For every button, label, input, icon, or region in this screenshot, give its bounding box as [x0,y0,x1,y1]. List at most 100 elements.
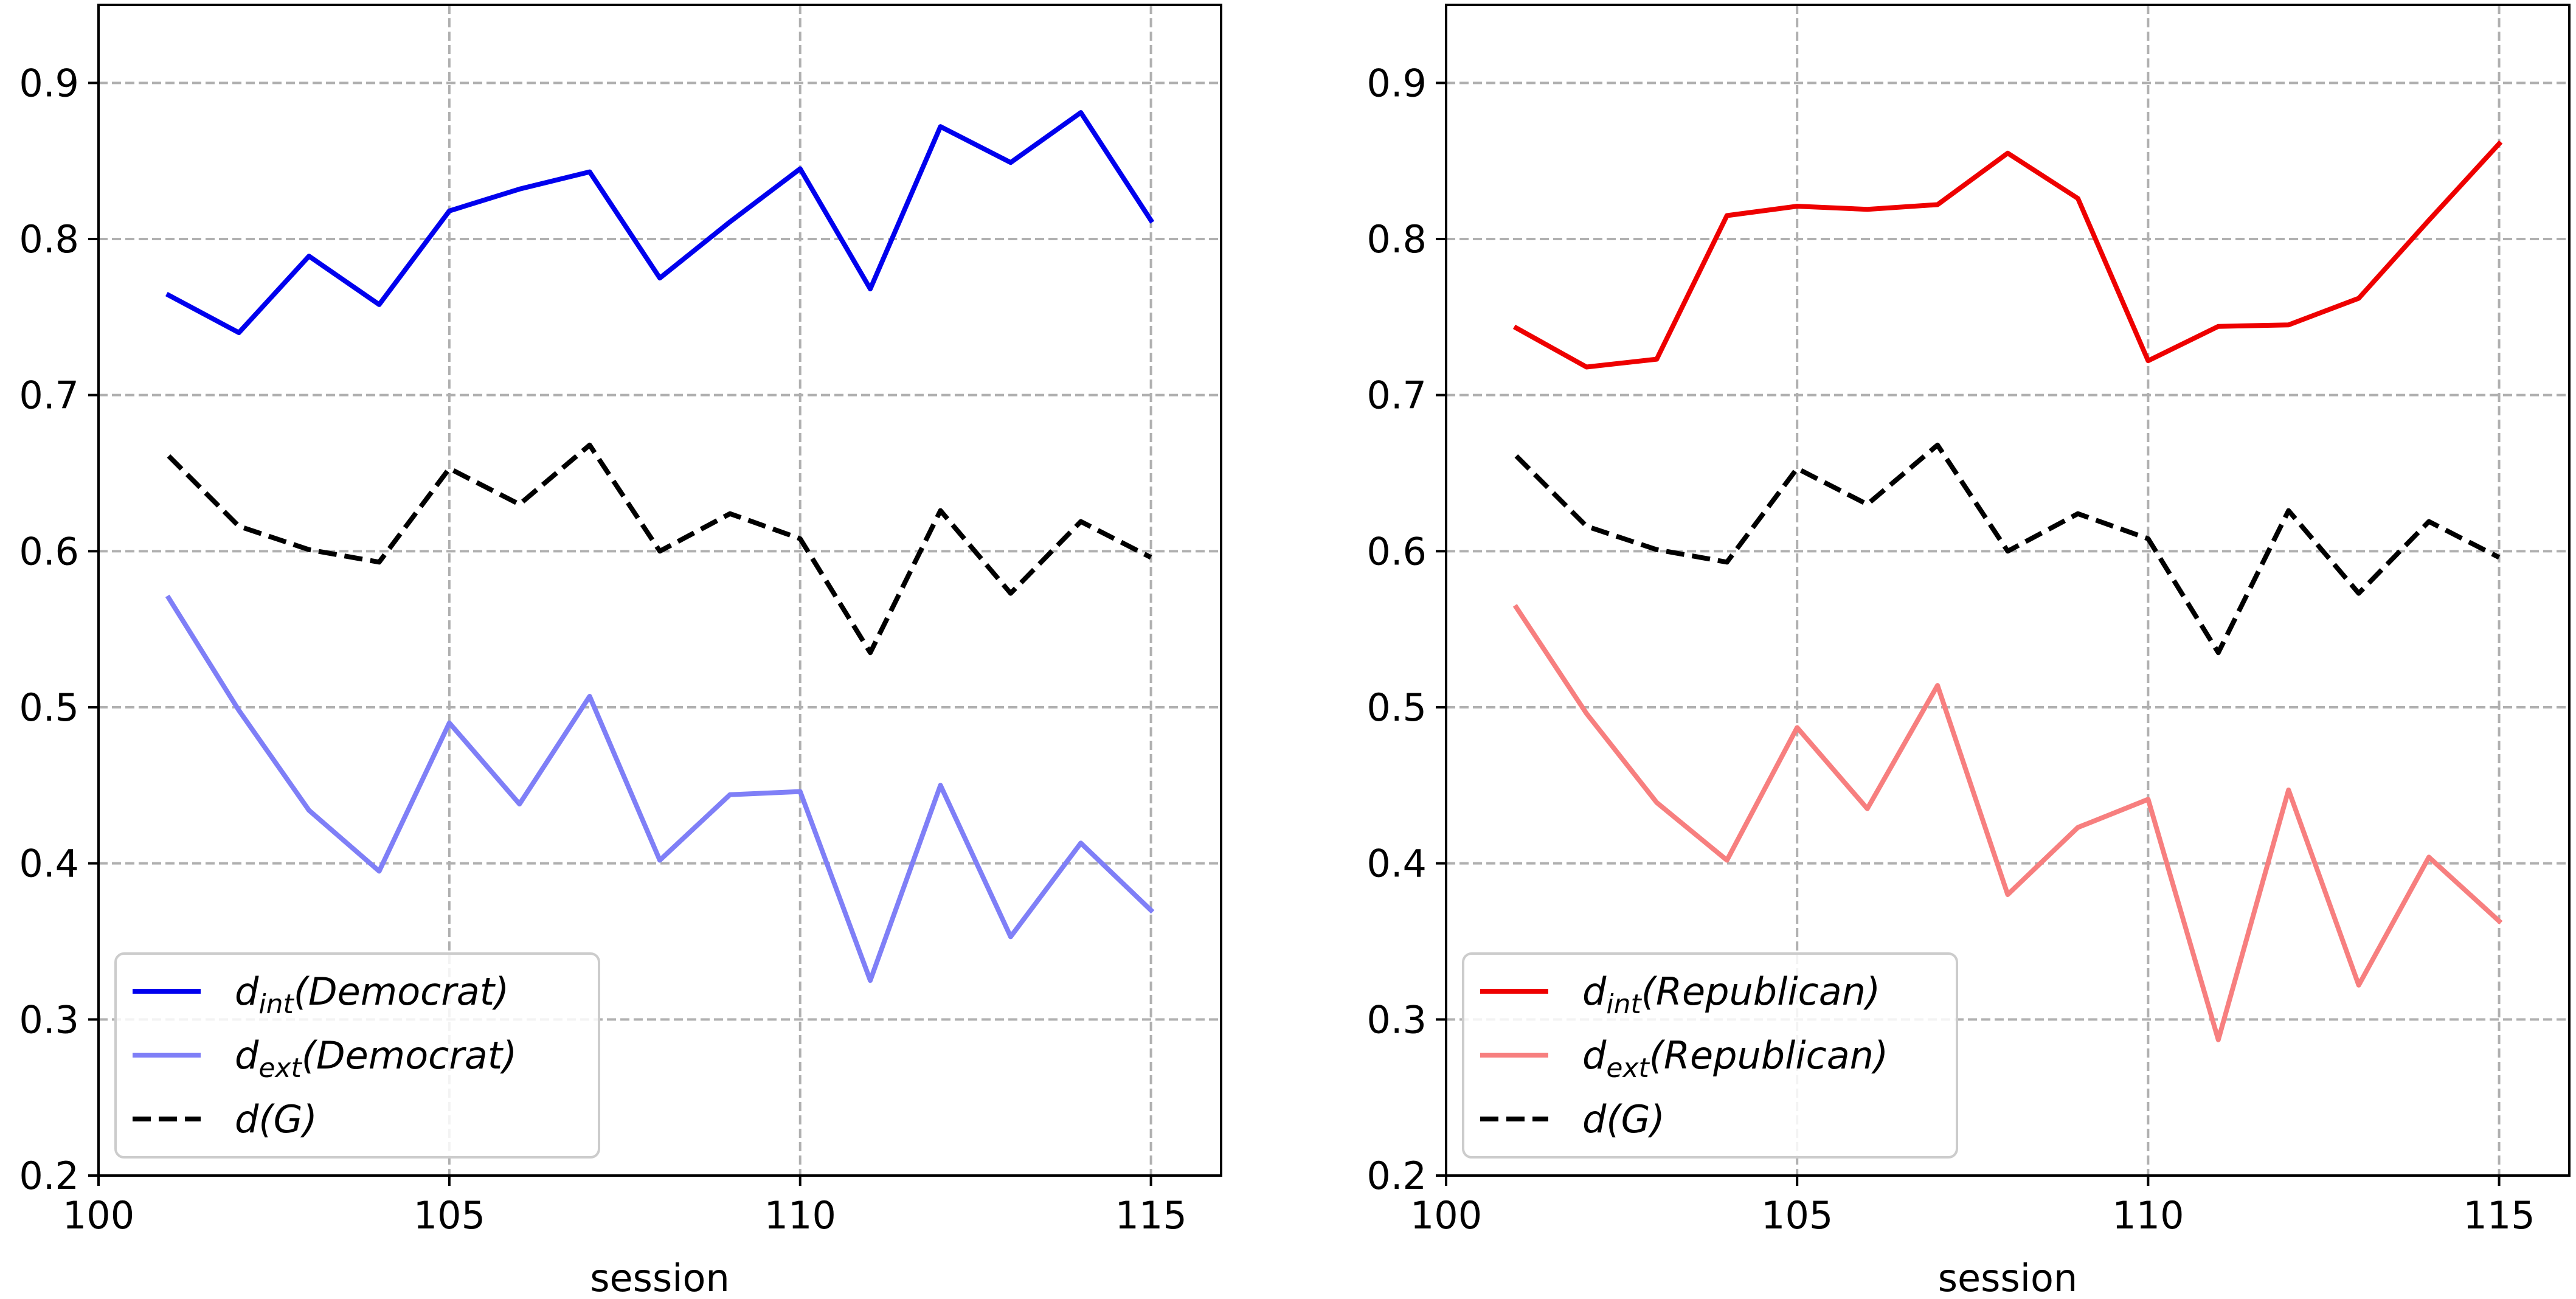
democrat-ytick-label: 0.3 [19,997,79,1042]
republican-series-2-point [1514,454,1518,458]
democrat-series-1-point [868,979,872,982]
republican-series-1-point [1795,726,1799,729]
republican-series-2-line [1514,442,2501,656]
republican-series-1-point [1585,712,1588,715]
democrat-legend [114,952,600,1159]
democrat-series-1-point [518,802,521,806]
democrat-ytick-label: 0.9 [19,61,79,105]
democrat-series-1-line [165,594,1155,983]
democrat-series-0-point [1079,111,1082,114]
republican-series-2-point [2287,509,2290,513]
democrat-panel: 100 105 110 115 0.2 0.3 0.4 0.5 0.6 0.7 0.8 0.9 sess… [19,4,1222,1299]
democrat-series-0-point [939,125,943,128]
republican-xtick-label: 105 [1761,1193,1833,1238]
democrat-ytick-label: 0.8 [19,217,79,262]
democrat-series-0-point [588,170,592,174]
democrat-series-1-point [167,596,170,600]
republican-xtick-label: 100 [1410,1193,1482,1238]
democrat-series-1-point [658,859,662,862]
republican-series-1-line [1512,604,2503,1042]
republican-series-1-point [2498,920,2501,923]
republican-ytick-label: 0.5 [1366,685,1427,730]
republican-series-1-point [2217,1038,2220,1042]
republican-series-2-point [2217,651,2220,654]
republican-xtick-label: 115 [2463,1193,2535,1238]
republican-series-0-point [1655,358,1658,361]
republican-series-0-point [2357,297,2361,300]
democrat-series-2-point [868,651,872,654]
republican-ytick-label: 0.2 [1366,1154,1427,1198]
republican-series-1-point [1936,684,1939,687]
republican-axes-frame [1445,4,2571,1177]
democrat-series-1-point [1149,909,1153,912]
democrat-series-0-point [868,287,872,291]
democrat-series-2-point [307,548,311,552]
republican-series-1-point [1866,807,1869,811]
democrat-series-2-point [448,466,451,470]
republican-panel: 100 105 110 115 0.2 0.3 0.4 0.5 0.6 0.7 0.8 0.9 sess… [1366,4,2571,1299]
republican-xtick-label: 110 [2112,1193,2184,1238]
democrat-legend-label-1: dext(Democrat) [235,1033,517,1084]
democrat-series-0-point [448,209,451,213]
democrat-series-0-point [237,331,241,334]
republican-series-1-point [2287,788,2290,792]
republican-ytick-label: 0.6 [1366,529,1427,573]
republican-xaxis-label: session [1938,1256,2078,1299]
republican-legend-label-2: d(G) [1582,1097,1665,1141]
republican-series-2-point [2498,556,2501,559]
republican-series-0-line [1512,140,2503,370]
democrat-legend-label-2: d(G) [235,1097,317,1141]
democrat-series-0-point [518,187,521,191]
republican-series-1-point [1655,801,1658,805]
democrat-series-0-point [307,254,311,258]
democrat-series-1-point [939,783,943,787]
republican-series-0-point [2076,196,2080,200]
democrat-series-2-point [1149,556,1153,559]
republican-series-2-point [1936,443,1939,447]
democrat-series-2-point [1079,520,1082,524]
democrat-xtick-label: 115 [1115,1193,1186,1238]
democrat-series-0-point [1009,161,1013,164]
republican-series-0-point [2427,218,2431,222]
democrat-series-1-point [798,790,802,794]
republican-ytick-label: 0.4 [1366,842,1427,886]
republican-legend-label-0: dint(Republican) [1582,969,1880,1020]
democrat-axes-frame [97,4,1222,1177]
democrat-series-0-point [728,220,732,224]
democrat-xtick-label: 105 [414,1193,485,1238]
republican-series-0-point [1866,207,1869,211]
republican-series-0-point [1936,203,1939,207]
republican-series-1-point [2357,983,2361,987]
democrat-series-0-point [378,303,381,307]
democrat-series-2-point [167,454,170,458]
republican-series-2-point [2427,520,2431,524]
republican-series-1-point [2076,826,2080,830]
republican-series-1-point [1514,606,1518,609]
democrat-series-1-point [237,708,241,712]
republican-series-1-point [1725,859,1729,862]
republican-series-2-point [2357,592,2361,595]
democrat-series-2-point [588,443,592,447]
democrat-series-1-point [378,870,381,873]
democrat-series-2-point [658,549,662,553]
republican-series-2-point [1866,502,1869,506]
democrat-ytick-label: 0.5 [19,685,79,730]
democrat-series-0-point [1149,218,1153,222]
democrat-series-1-point [1079,841,1082,845]
democrat-series-2-point [378,560,381,564]
democrat-series-1-point [448,721,451,725]
republican-series-2-point [1725,560,1729,564]
democrat-xaxis-label: session [590,1256,730,1299]
republican-series-0-point [2287,323,2290,327]
democrat-series-1-point [728,793,732,797]
democrat-series-0-point [658,276,662,280]
democrat-series-2-point [1009,592,1013,595]
democrat-ytick-label: 0.6 [19,529,79,573]
democrat-series-0-point [798,167,802,171]
republican-ytick-label: 0.9 [1366,61,1427,105]
republican-series-2-point [2006,549,2010,553]
democrat-series-0-point [167,293,170,297]
democrat-series-2-point [237,524,241,528]
democrat-ytick-label: 0.7 [19,373,79,418]
democrat-series-2-point [728,512,732,516]
